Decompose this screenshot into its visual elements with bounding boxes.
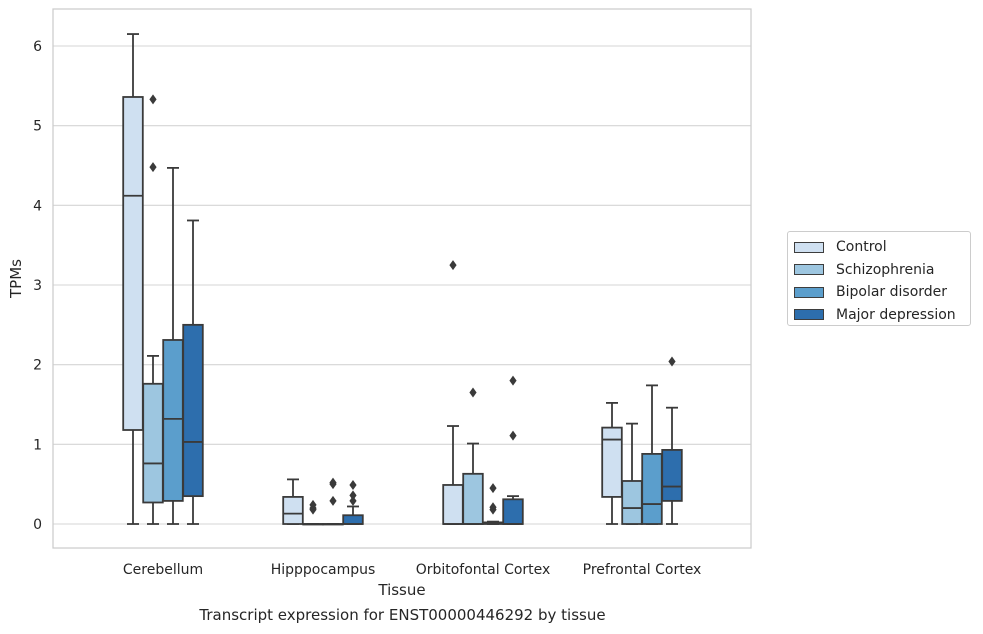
legend-swatch-bipolar-disorder [794, 286, 824, 298]
box-bipolar-disorder [322, 477, 344, 526]
box-body [502, 498, 524, 525]
y-tick-label: 4 [33, 198, 42, 214]
outlier-point [509, 375, 517, 386]
box-schizophrenia [462, 387, 484, 525]
outlier-point [309, 499, 317, 510]
outlier-point [329, 477, 337, 488]
legend-label-major-depression: Major depression [836, 306, 956, 323]
legend-swatch-major-depression [794, 309, 824, 321]
outlier-point [149, 94, 157, 105]
outlier-point [469, 387, 477, 398]
y-tick-label: 0 [33, 517, 42, 533]
outlier-point [149, 162, 157, 173]
box-body [641, 452, 663, 525]
outlier-point [449, 260, 457, 271]
legend-item-schizophrenia: Schizophrenia [794, 259, 970, 282]
box-major-depression [182, 219, 204, 525]
box-control [122, 33, 144, 525]
outlier-point [349, 490, 357, 501]
box-body [442, 484, 464, 525]
box-major-depression [661, 356, 683, 525]
outlier-point [349, 479, 357, 490]
outlier-point [489, 502, 497, 513]
box-schizophrenia [621, 422, 643, 525]
legend-item-major-depression: Major depression [794, 304, 970, 327]
x-tick-label: Cerebellum [123, 562, 203, 578]
box-body [342, 514, 364, 525]
box-control [601, 402, 623, 525]
outlier-point [349, 495, 357, 506]
box-control [442, 260, 464, 525]
box-major-depression [342, 479, 364, 525]
box-body [162, 339, 184, 502]
y-tick-label: 5 [33, 119, 42, 135]
box-schizophrenia [142, 94, 164, 525]
box-series [122, 33, 683, 526]
legend-label-schizophrenia: Schizophrenia [836, 261, 935, 278]
box-bipolar-disorder [482, 483, 504, 525]
box-body [462, 472, 484, 525]
y-axis-label: TPMs [7, 259, 25, 299]
box-schizophrenia [302, 499, 324, 526]
y-tick-label: 1 [33, 437, 42, 453]
box-major-depression [502, 375, 524, 525]
y-axis-ticks: 0 1 2 3 4 5 6 [33, 39, 42, 533]
box-body [142, 382, 164, 504]
x-tick-label: Hipppocampus [271, 562, 376, 578]
box-body [601, 426, 623, 498]
legend-item-bipolar-disorder: Bipolar disorder [794, 281, 970, 304]
chart-caption: Transcript expression for ENST0000044629… [199, 606, 606, 624]
legend-swatch-control [794, 241, 824, 253]
box-body [282, 496, 304, 525]
box-bipolar-disorder [162, 166, 184, 525]
legend-swatch-schizophrenia [794, 264, 824, 276]
legend-item-control: Control [794, 236, 970, 259]
legend-label-control: Control [836, 239, 887, 256]
x-axis-label: Tissue [377, 581, 425, 599]
box-body [182, 323, 204, 498]
outlier-point [668, 356, 676, 367]
y-tick-label: 3 [33, 278, 42, 294]
box-bipolar-disorder [641, 384, 663, 525]
outlier-point [489, 483, 497, 494]
x-axis-ticks: Cerebellum Hipppocampus Orbitofontal Corte… [123, 562, 701, 578]
x-tick-label: Orbitofontal Cortex [416, 562, 551, 578]
plot-area-frame [52, 8, 752, 549]
y-tick-label: 6 [33, 39, 42, 55]
box-control [282, 478, 304, 525]
box-body [621, 480, 643, 525]
outlier-point [329, 495, 337, 506]
x-tick-label: Prefrontal Cortex [583, 562, 702, 578]
outlier-point [509, 430, 517, 441]
legend: Control Schizophrenia Bipolar disorder M… [787, 231, 971, 326]
y-tick-label: 2 [33, 358, 42, 374]
legend-label-bipolar-disorder: Bipolar disorder [836, 284, 948, 301]
box-body [661, 449, 683, 502]
box-body [122, 96, 144, 431]
